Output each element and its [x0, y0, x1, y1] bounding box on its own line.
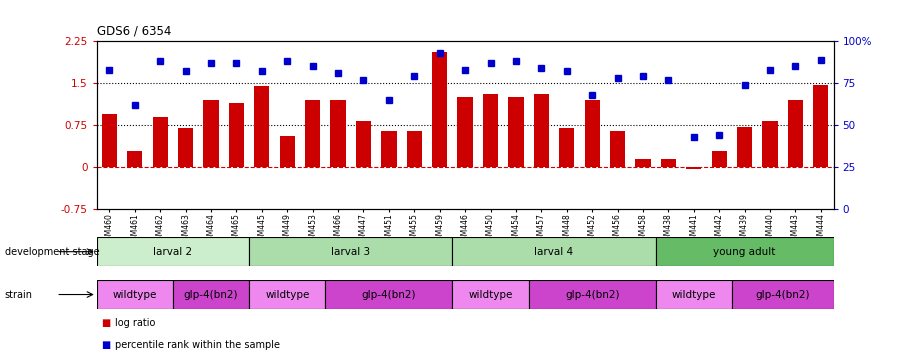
- Bar: [97, 237, 250, 266]
- Text: ■: ■: [101, 340, 111, 350]
- Text: wildtype: wildtype: [468, 290, 513, 300]
- Bar: [529, 280, 656, 309]
- Bar: [280, 136, 295, 167]
- Bar: [585, 100, 600, 167]
- Bar: [452, 280, 529, 309]
- Bar: [559, 128, 575, 167]
- Bar: [407, 131, 422, 167]
- Bar: [656, 280, 732, 309]
- Bar: [97, 280, 173, 309]
- Bar: [127, 151, 143, 167]
- Bar: [763, 121, 777, 167]
- Bar: [254, 86, 270, 167]
- Bar: [153, 116, 168, 167]
- Bar: [483, 94, 498, 167]
- Bar: [686, 167, 702, 169]
- Text: young adult: young adult: [714, 247, 775, 257]
- Text: glp-4(bn2): glp-4(bn2): [184, 290, 239, 300]
- Text: wildtype: wildtype: [112, 290, 157, 300]
- Bar: [787, 100, 803, 167]
- Text: larval 3: larval 3: [332, 247, 370, 257]
- Bar: [660, 159, 676, 167]
- Bar: [356, 121, 371, 167]
- Text: glp-4(bn2): glp-4(bn2): [755, 290, 810, 300]
- Bar: [732, 280, 834, 309]
- Bar: [102, 114, 117, 167]
- Bar: [331, 100, 345, 167]
- Text: glp-4(bn2): glp-4(bn2): [362, 290, 416, 300]
- Bar: [656, 237, 834, 266]
- Text: glp-4(bn2): glp-4(bn2): [565, 290, 620, 300]
- Bar: [228, 102, 244, 167]
- Bar: [737, 127, 752, 167]
- Bar: [325, 280, 452, 309]
- Text: larval 2: larval 2: [154, 247, 192, 257]
- Bar: [458, 97, 472, 167]
- Bar: [635, 159, 650, 167]
- Text: log ratio: log ratio: [115, 318, 156, 328]
- Bar: [508, 97, 523, 167]
- Text: percentile rank within the sample: percentile rank within the sample: [115, 340, 280, 350]
- Text: ■: ■: [101, 318, 111, 328]
- Bar: [178, 128, 193, 167]
- Text: wildtype: wildtype: [265, 290, 309, 300]
- Bar: [381, 131, 397, 167]
- Text: wildtype: wildtype: [671, 290, 716, 300]
- Text: strain: strain: [5, 290, 32, 300]
- Bar: [452, 237, 656, 266]
- Bar: [204, 100, 218, 167]
- Text: larval 4: larval 4: [534, 247, 574, 257]
- Bar: [250, 280, 325, 309]
- Bar: [250, 237, 452, 266]
- Bar: [533, 94, 549, 167]
- Bar: [305, 100, 321, 167]
- Text: development stage: development stage: [5, 247, 99, 257]
- Bar: [712, 151, 727, 167]
- Text: GDS6 / 6354: GDS6 / 6354: [97, 25, 171, 37]
- Bar: [813, 85, 828, 167]
- Bar: [173, 280, 250, 309]
- Bar: [432, 52, 448, 167]
- Bar: [610, 131, 625, 167]
